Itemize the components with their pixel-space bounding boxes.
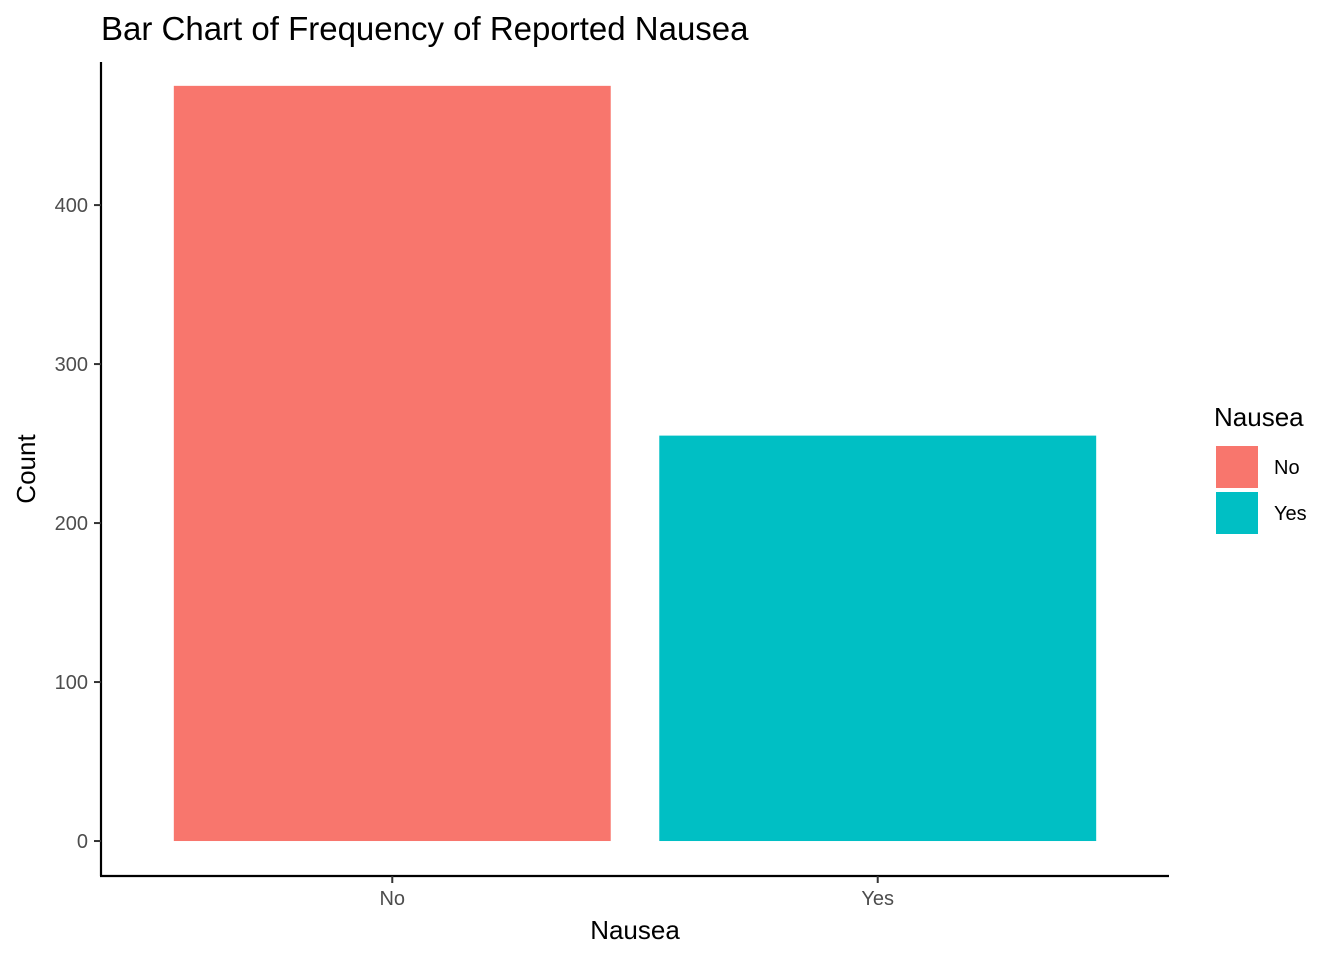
y-axis: 0 100 200 300 400 [55, 62, 103, 876]
bars-group [173, 85, 1097, 842]
y-tick-label: 400 [55, 195, 88, 217]
x-axis-title: Nausea [590, 915, 680, 945]
x-tick-label: No [379, 888, 405, 910]
bar-yes [659, 435, 1097, 842]
legend-label-yes: Yes [1274, 503, 1307, 525]
y-tick-label: 300 [55, 354, 88, 376]
legend-key-yes [1216, 492, 1258, 534]
x-axis: No Yes [100, 874, 1169, 910]
legend-title: Nausea [1214, 402, 1304, 432]
legend-key-no [1216, 446, 1258, 488]
x-tick-label: Yes [861, 888, 894, 910]
y-tick-label: 200 [55, 513, 88, 535]
bar-no [173, 85, 611, 842]
y-tick-label: 0 [77, 831, 88, 853]
y-axis-title: Count [11, 434, 41, 504]
legend: Nausea No Yes [1214, 402, 1307, 534]
chart-title: Bar Chart of Frequency of Reported Nause… [101, 10, 749, 47]
y-tick-label: 100 [55, 672, 88, 694]
legend-label-no: No [1274, 457, 1300, 479]
